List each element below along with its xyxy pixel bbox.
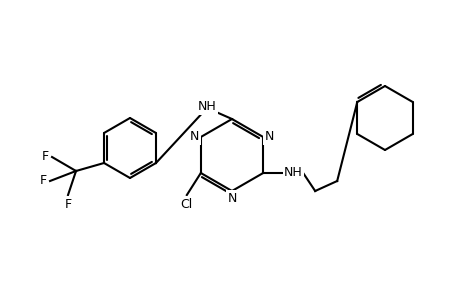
Text: NH: NH [197,100,216,113]
Text: Cl: Cl [180,197,192,211]
Text: F: F [39,175,46,188]
Text: F: F [64,197,72,211]
Text: N: N [227,191,236,205]
Text: NH: NH [283,167,302,179]
Text: N: N [264,130,273,143]
Text: N: N [190,130,199,143]
Text: F: F [41,151,49,164]
